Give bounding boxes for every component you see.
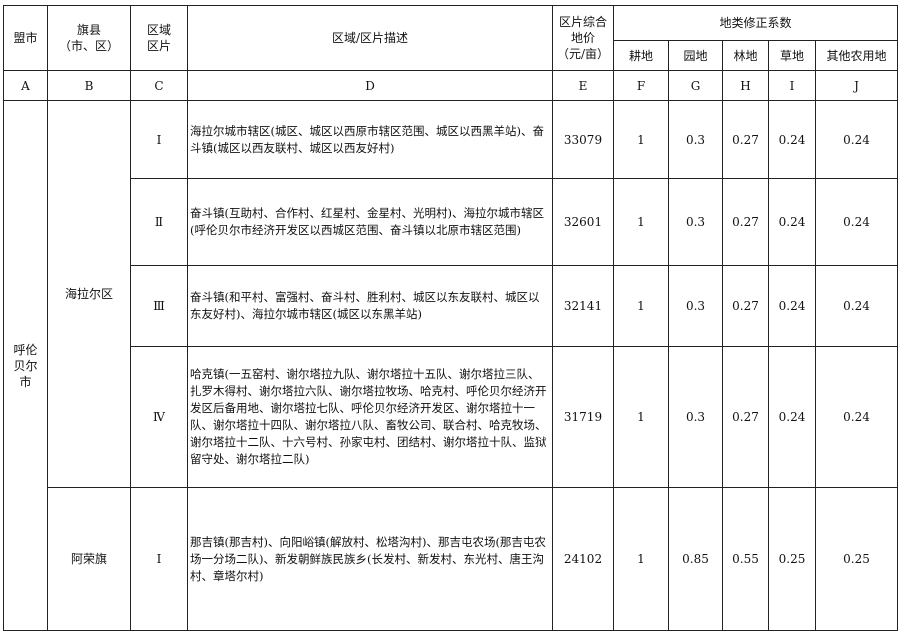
county-cell: 海拉尔区 (47, 100, 131, 488)
coef-cell: 0.24 (815, 100, 898, 179)
price-cell: 33079 (552, 100, 614, 179)
coef-cell: 0.27 (722, 178, 769, 266)
coef-cell: 0.27 (722, 100, 769, 179)
price-cell: 24102 (552, 487, 614, 631)
description-cell: 哈克镇(一五窑村、谢尔塔拉九队、谢尔塔拉十五队、谢尔塔拉三队、扎罗木得村、谢尔塔… (187, 346, 553, 488)
letter-cell: I (768, 70, 816, 101)
coef-cell: 0.24 (768, 178, 816, 266)
table-row: Ⅲ 奋斗镇(和平村、富强村、奋斗村、胜利村、城区以东友联村、城区以东友好村)、海… (4, 265, 898, 347)
coef-cell: 0.27 (722, 346, 769, 488)
coef-cell: 1 (613, 487, 669, 631)
letter-cell: G (668, 70, 723, 101)
coef-cell: 0.3 (668, 265, 723, 347)
letter-cell: H (722, 70, 769, 101)
coef-cell: 1 (613, 346, 669, 488)
header-coef-other: 其他农用地 (815, 40, 898, 71)
coef-cell: 0.85 (668, 487, 723, 631)
header-coef-forest: 林地 (722, 40, 769, 71)
zone-cell: Ⅳ (130, 346, 188, 488)
table-row: Ⅱ 奋斗镇(互助村、合作村、红星村、金星村、光明村)、海拉尔城市辖区(呼伦贝尔市… (4, 178, 898, 266)
header-coef-garden: 园地 (668, 40, 723, 71)
description-cell: 奋斗镇(和平村、富强村、奋斗村、胜利村、城区以东友联村、城区以东友好村)、海拉尔… (187, 265, 553, 347)
table-row: 阿荣旗 Ⅰ 那吉镇(那吉村)、向阳峪镇(解放村、松塔沟村)、那吉屯农场(那吉屯农… (4, 487, 898, 631)
letter-cell: B (47, 70, 131, 101)
header-coef-cultivated: 耕地 (613, 40, 669, 71)
letter-cell: A (3, 70, 48, 101)
coef-cell: 0.24 (815, 346, 898, 488)
price-cell: 32601 (552, 178, 614, 266)
coef-cell: 0.3 (668, 346, 723, 488)
header-description: 区域/区片描述 (187, 5, 553, 71)
zone-cell: Ⅰ (130, 487, 188, 631)
coef-cell: 0.24 (815, 178, 898, 266)
header-county: 旗县 （市、区） (47, 5, 131, 71)
letter-cell: E (552, 70, 614, 101)
description-cell: 奋斗镇(互助村、合作村、红星村、金星村、光明村)、海拉尔城市辖区(呼伦贝尔市经济… (187, 178, 553, 266)
table-row: Ⅳ 哈克镇(一五窑村、谢尔塔拉九队、谢尔塔拉十五队、谢尔塔拉三队、扎罗木得村、谢… (4, 346, 898, 488)
description-cell: 那吉镇(那吉村)、向阳峪镇(解放村、松塔沟村)、那吉屯农场(那吉屯农场一分场二队… (187, 487, 553, 631)
league-city-cell: 呼伦贝尔市 (3, 100, 48, 631)
coef-cell: 0.25 (768, 487, 816, 631)
coef-cell: 0.55 (722, 487, 769, 631)
letter-cell: F (613, 70, 669, 101)
coef-cell: 0.24 (768, 100, 816, 179)
header-price: 区片综合 地价 （元/亩） (552, 5, 614, 71)
coef-cell: 0.3 (668, 100, 723, 179)
zone-cell: Ⅲ (130, 265, 188, 347)
letter-cell: C (130, 70, 188, 101)
coef-cell: 0.27 (722, 265, 769, 347)
county-cell: 阿荣旗 (47, 487, 131, 631)
coef-cell: 1 (613, 265, 669, 347)
coef-cell: 0.24 (768, 265, 816, 347)
coef-cell: 0.24 (768, 346, 816, 488)
coef-cell: 0.25 (815, 487, 898, 631)
price-cell: 31719 (552, 346, 614, 488)
coef-cell: 1 (613, 178, 669, 266)
zone-cell: Ⅱ (130, 178, 188, 266)
letter-cell: J (815, 70, 898, 101)
header-coef-grass: 草地 (768, 40, 816, 71)
table-row: 呼伦贝尔市 海拉尔区 Ⅰ 海拉尔城市辖区(城区、城区以西原市辖区范围、城区以西黑… (3, 100, 898, 631)
header-league-city: 盟市 (3, 5, 48, 71)
header-zone: 区域 区片 (130, 5, 188, 71)
land-price-table: 盟市 旗县 （市、区） 区域 区片 区域/区片描述 区片综合 地价 （元/亩） … (3, 5, 898, 631)
description-cell: 海拉尔城市辖区(城区、城区以西原市辖区范围、城区以西黑羊站)、奋斗镇(城区以西友… (187, 100, 553, 179)
letter-cell: D (187, 70, 553, 101)
coef-cell: 1 (613, 100, 669, 179)
price-cell: 32141 (552, 265, 614, 347)
letter-row: A B C D E F G H I J (3, 70, 898, 101)
zone-cell: Ⅰ (130, 100, 188, 179)
header-coef-group: 地类修正系数 (613, 5, 898, 41)
coef-cell: 0.24 (815, 265, 898, 347)
coef-cell: 0.3 (668, 178, 723, 266)
